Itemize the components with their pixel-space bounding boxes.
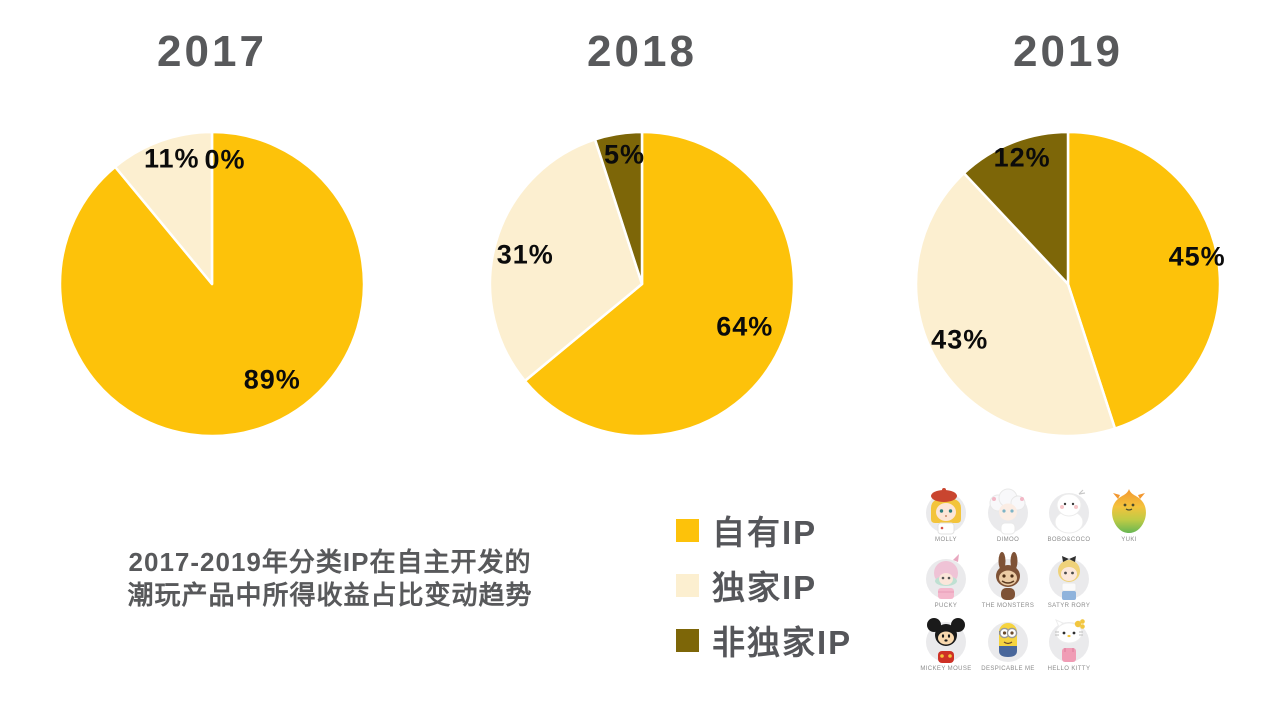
pucky-figure-icon bbox=[926, 554, 966, 599]
legend-swatch-exclusive-ip bbox=[676, 573, 699, 597]
pie-slice-独家IP bbox=[113, 130, 214, 286]
legend-swatch-own-ip bbox=[676, 518, 699, 542]
pie-slice-独家IP bbox=[488, 138, 644, 383]
legend-item-nonexclusive-ip: 非独家IP bbox=[676, 620, 852, 661]
character-label: MICKEY MOUSE bbox=[920, 666, 972, 672]
slice-value-label: 45% bbox=[1168, 241, 1226, 271]
character-label: PUCKY bbox=[934, 603, 958, 609]
pie-slice-自有IP bbox=[523, 130, 796, 438]
legend-swatch-nonexclusive-ip bbox=[676, 628, 699, 652]
character-the-monsters: THE MONSTERS bbox=[977, 552, 1039, 609]
pie-2018-svg bbox=[488, 130, 796, 438]
caption-line-2: 潮玩产品中所得收益占比变动趋势 bbox=[127, 580, 533, 610]
satyr-rory-figure-icon bbox=[1049, 556, 1089, 600]
pie-2019: 45% 43% 12% bbox=[908, 124, 1228, 444]
character-molly: MOLLY bbox=[915, 486, 977, 543]
slice-value-label: 64% bbox=[716, 311, 774, 342]
character-label: BOBO&COCO bbox=[1047, 537, 1091, 543]
character-bobo-coco: BOBO&COCO bbox=[1038, 486, 1100, 543]
the-monsters-figure-icon bbox=[988, 552, 1028, 600]
legend-item-own-ip: 自有IP bbox=[676, 510, 852, 551]
chart-2019: 2019 45% 43% 12% bbox=[908, 24, 1228, 444]
bobo-coco-figure-icon bbox=[1049, 489, 1089, 534]
slice-value-label: 5% bbox=[603, 139, 646, 170]
character-yuki: YUKI bbox=[1098, 486, 1160, 543]
character-satyr-rory: SATYR RORY bbox=[1038, 552, 1100, 609]
molly-figure-icon bbox=[926, 488, 966, 535]
character-pucky: PUCKY bbox=[915, 552, 977, 609]
chart-year-title: 2019 bbox=[1013, 27, 1123, 76]
pie-2017-svg bbox=[58, 130, 366, 438]
character-label: SATYR RORY bbox=[1047, 603, 1091, 609]
pie-slice-非独家IP bbox=[962, 130, 1070, 286]
slice-value-label: 43% bbox=[931, 324, 989, 355]
pie-2019-svg bbox=[914, 130, 1222, 438]
slice-value-label: 12% bbox=[993, 142, 1051, 173]
minion-figure-icon bbox=[988, 622, 1028, 662]
legend-label: 独家IP bbox=[712, 569, 818, 606]
slice-value-label: 89% bbox=[243, 364, 301, 395]
legend: 自有IP 独家IP 非独家IP bbox=[676, 510, 852, 675]
character-dimoo: DIMOO bbox=[977, 486, 1039, 543]
character-despicable-me: DESPICABLE ME bbox=[977, 615, 1039, 672]
character-mickey-mouse: MICKEY MOUSE bbox=[915, 615, 977, 672]
dimoo-figure-icon bbox=[988, 488, 1028, 535]
chart-year-title: 2017 bbox=[157, 27, 267, 76]
pie-slice-自有IP bbox=[1066, 130, 1222, 430]
pie-2017: 89% 11% 0% bbox=[52, 124, 372, 444]
character-label: DIMOO bbox=[996, 537, 1020, 543]
slice-value-label: 31% bbox=[496, 239, 554, 270]
pie-slice-非独家IP bbox=[593, 130, 644, 286]
slice-value-label: 11% bbox=[143, 143, 200, 174]
legend-label: 自有IP bbox=[712, 514, 818, 551]
hello-kitty-figure-icon bbox=[1049, 619, 1089, 662]
chart-caption: 2017-2019年分类IP在自主开发的 潮玩产品中所得收益占比变动趋势 bbox=[100, 546, 560, 612]
yuki-figure-icon bbox=[1112, 489, 1146, 533]
chart-2018: 2018 64% 31% 5% bbox=[482, 24, 802, 444]
legend-label: 非独家IP bbox=[712, 624, 853, 661]
mickey-mouse-figure-icon bbox=[926, 618, 966, 663]
slice-value-label: 0% bbox=[204, 144, 246, 175]
character-label: DESPICABLE ME bbox=[981, 666, 1035, 672]
pie-2018: 64% 31% 5% bbox=[482, 124, 802, 444]
character-label: HELLO KITTY bbox=[1047, 666, 1091, 672]
character-label: YUKI bbox=[1121, 537, 1137, 543]
chart-year-title: 2018 bbox=[587, 27, 697, 76]
caption-line-1: 2017-2019年分类IP在自主开发的 bbox=[128, 547, 532, 577]
ip-character-grid: MOLLY DIMOO BOBO&COCO bbox=[900, 486, 1200, 701]
character-label: THE MONSTERS bbox=[981, 603, 1035, 609]
pie-slice-独家IP bbox=[914, 171, 1117, 438]
legend-item-exclusive-ip: 独家IP bbox=[676, 565, 852, 606]
character-label: MOLLY bbox=[935, 537, 957, 543]
character-hello-kitty: HELLO KITTY bbox=[1038, 615, 1100, 672]
chart-2017: 2017 89% 11% 0% bbox=[52, 24, 372, 444]
